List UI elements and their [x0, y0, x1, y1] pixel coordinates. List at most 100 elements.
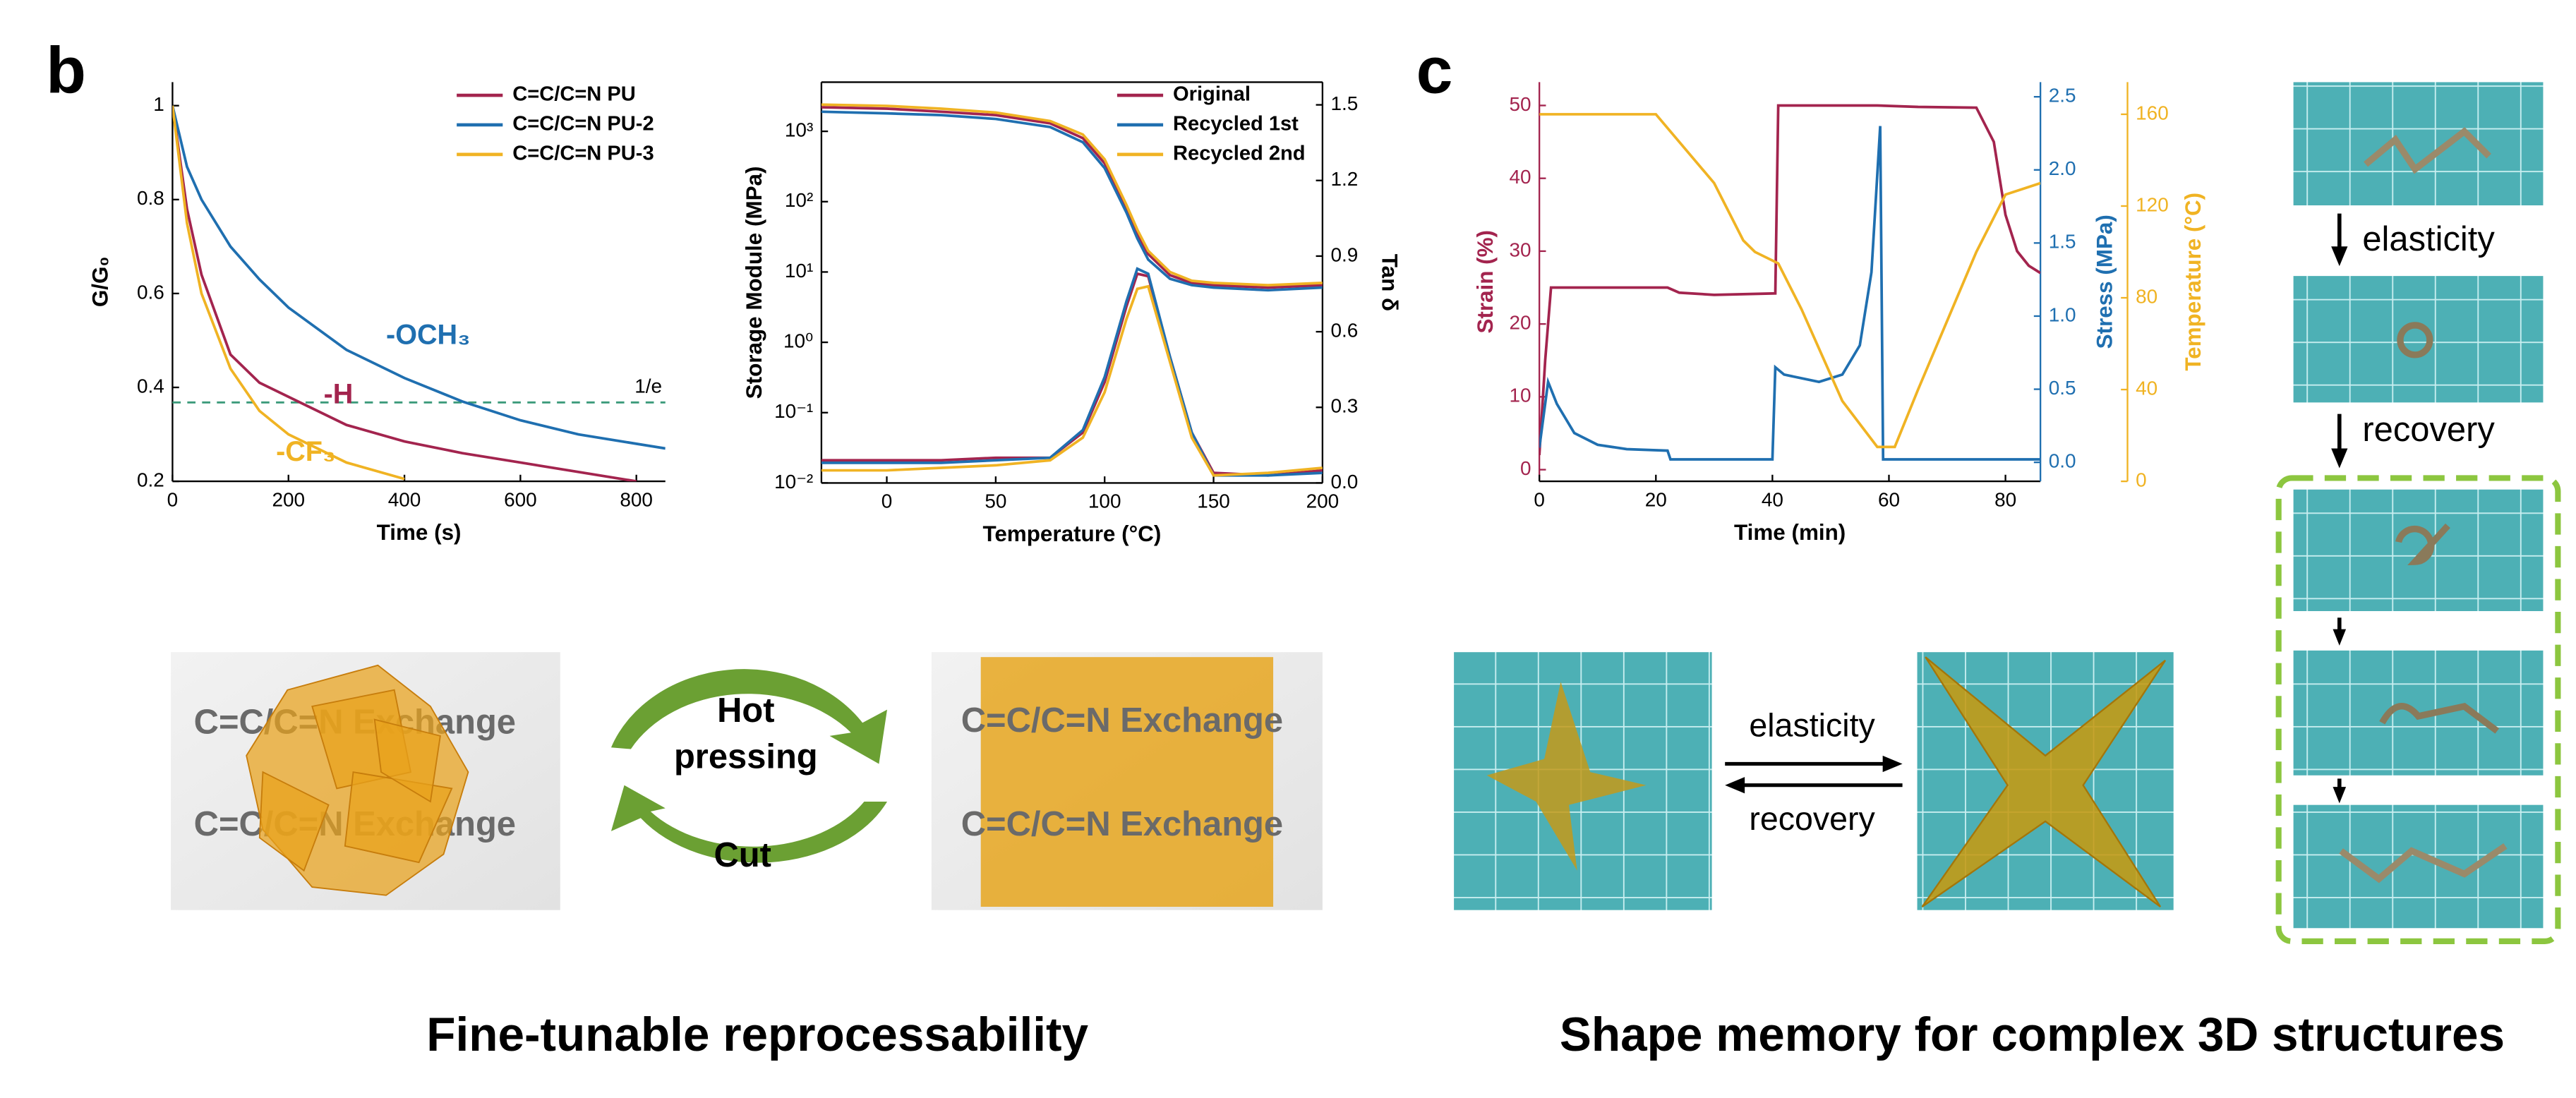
y-tick-label: 80 [2136, 285, 2157, 307]
x-tick-label: 60 [1878, 488, 1900, 510]
line [172, 105, 405, 481]
y-tick-label: 30 [1509, 239, 1531, 260]
y-tick-label: 0.2 [137, 469, 164, 490]
y-tick-label: 0.6 [1331, 319, 1359, 341]
legend-label: Recycled 2nd [1173, 143, 1305, 165]
x-tick-label: 0 [881, 490, 893, 512]
x-tick-label: 20 [1645, 488, 1667, 510]
y-tick-label: 10⁰ [783, 330, 813, 351]
x-tick-label: 100 [1088, 490, 1121, 512]
x-tick-label: 200 [1306, 490, 1340, 512]
x-tick-label: 600 [504, 488, 537, 510]
line [821, 103, 1323, 286]
photo-pieces: C=C/C=N Exchange C=C/C=N Exchange [171, 652, 560, 910]
x-tick-label: 0 [1534, 488, 1545, 510]
line [1539, 113, 2041, 449]
line [172, 105, 666, 450]
legend-label: Recycled 1st [1173, 113, 1299, 135]
photo-label: C=C/C=N Exchange [961, 701, 1283, 740]
cycle-arrows [610, 669, 888, 863]
shape-arrows [1725, 755, 1903, 794]
line [1539, 104, 2041, 456]
y-tick-label: 2.0 [2049, 157, 2076, 179]
panel-label: c [1416, 34, 1453, 107]
x-tick-label: 800 [620, 488, 653, 510]
photo-label: C=C/C=N Exchange [961, 805, 1283, 843]
y-tick-label: 1.0 [2049, 303, 2076, 325]
column-label: elasticity [2362, 220, 2495, 258]
column-arrows [2331, 213, 2348, 804]
y-tick-label: 0.9 [1331, 243, 1359, 265]
y-tick-label: 20 [1509, 312, 1531, 334]
y-tick-label: 0.0 [1331, 471, 1359, 493]
panel-label: b [46, 34, 86, 107]
arrow-label: recovery [1749, 800, 1875, 837]
x-tick-label: 0 [167, 488, 179, 510]
cycle-label: Hot [717, 692, 774, 730]
y-tick-label: 10⁻¹ [774, 400, 813, 422]
photo-column [2275, 82, 2561, 944]
line [821, 284, 1323, 477]
x-tick-label: 200 [272, 488, 305, 510]
column-label: recovery [2362, 411, 2495, 449]
x-axis-label: Temperature (°C) [982, 521, 1161, 546]
y-tick-label: 1.2 [1331, 168, 1359, 190]
y-tick-label: 1.5 [1331, 92, 1359, 114]
y-tick-label: 0 [2136, 469, 2147, 490]
y-tick-label: 0.6 [137, 281, 164, 303]
y-axis-label: G/G₀ [88, 256, 113, 307]
y-tick-label: 10 [1509, 385, 1531, 406]
line [821, 110, 1323, 292]
y-tick-label: 120 [2136, 193, 2169, 215]
annotation: -H [324, 379, 354, 410]
legend-label: C=C/C=N PU-2 [512, 113, 654, 135]
y-tick-label: 0.3 [1331, 395, 1359, 417]
cycle-label: Cut [714, 836, 771, 874]
x-tick-label: 80 [1994, 488, 2016, 510]
reference-label: 1/e [634, 375, 662, 397]
x-axis-label: Time (s) [377, 520, 462, 545]
legend-label: C=C/C=N PU-3 [512, 143, 654, 165]
y-tick-label: 10⁻² [774, 471, 813, 493]
y-tick-label: 50 [1509, 93, 1531, 115]
x-tick-label: 50 [985, 490, 1006, 512]
y-tick-label: 1 [153, 93, 164, 115]
line [1539, 126, 2041, 461]
legend-label: Original [1173, 83, 1251, 106]
x-tick-label: 400 [388, 488, 421, 510]
y-tick-label: 40 [2136, 377, 2157, 399]
caption: Fine-tunable reprocessability [426, 1008, 1088, 1061]
y-tick-label: 40 [1509, 166, 1531, 188]
cycle-label: pressing [674, 737, 818, 776]
x-tick-label: 40 [1762, 488, 1783, 510]
y-tick-label: 0.5 [2049, 377, 2076, 399]
y-tick-label: 10² [785, 189, 813, 211]
y-tick-label: 10³ [785, 119, 813, 140]
legend-label: C=C/C=N PU [512, 83, 636, 106]
y-tick-label: 0.4 [137, 375, 164, 397]
y2-axis-label: Stress (MPa) [2093, 215, 2117, 349]
y2-axis-label: Tan δ [1378, 254, 1402, 311]
line [172, 105, 637, 482]
annotation: -CF₃ [276, 436, 335, 467]
y3-axis-label: Temperature (°C) [2181, 193, 2205, 371]
y-tick-label: 2.5 [2049, 85, 2076, 107]
x-axis-label: Time (min) [1734, 520, 1846, 545]
annotation: -OCH₃ [386, 320, 470, 351]
x-tick-label: 150 [1197, 490, 1230, 512]
y-axis-label: Strain (%) [1473, 230, 1498, 334]
y-tick-label: 0.0 [2049, 450, 2076, 472]
line [821, 106, 1323, 289]
caption: Shape memory for complex 3D structures [1560, 1008, 2505, 1061]
y-tick-label: 0.8 [137, 187, 164, 209]
y-tick-label: 0 [1520, 457, 1531, 479]
photo-folded [1454, 652, 1712, 910]
photo-film: C=C/C=N Exchange C=C/C=N Exchange [931, 652, 1323, 910]
y-tick-label: 1.5 [2049, 231, 2076, 253]
y-axis-label: Storage Module (MPa) [742, 167, 766, 399]
y-tick-label: 10¹ [785, 260, 813, 282]
